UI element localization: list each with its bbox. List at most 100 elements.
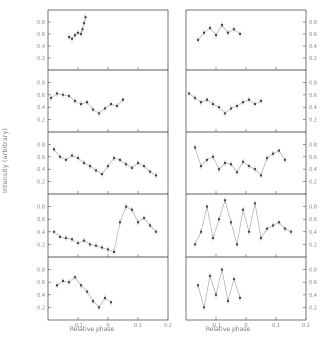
- data-point-left-4-12: [124, 205, 128, 208]
- data-point-left-4-2: [64, 236, 68, 240]
- y-tick-label-right-1-0: 0.8: [309, 20, 317, 26]
- y-tick-label-left-3-1: 0.6: [37, 155, 45, 161]
- data-point-left-4-5: [82, 239, 86, 242]
- data-point-left-2-7: [91, 108, 95, 111]
- data-point-left-4-3: [70, 238, 74, 241]
- y-tick-label-left-4-3: 0.2: [37, 242, 45, 248]
- x-tick-label-right-5-2: 0.1: [272, 323, 280, 329]
- y-tick-label-right-1-1: 0.6: [309, 32, 317, 38]
- data-point-right-4-6: [229, 221, 233, 224]
- data-point-left-5-2: [67, 281, 71, 284]
- data-point-left-4-16: [148, 224, 152, 227]
- y-tick-label-right-3-0: 0.8: [309, 142, 317, 148]
- data-point-left-2-6: [85, 101, 89, 104]
- x-tick-label-right-5-0: -0.1: [211, 323, 221, 329]
- data-point-left-2-4: [73, 99, 77, 103]
- data-point-left-4-1: [58, 235, 62, 239]
- data-point-right-3-3: [211, 155, 215, 158]
- data-point-left-4-0: [52, 230, 56, 233]
- y-tick-label-left-1-0: 0.8: [37, 20, 45, 26]
- data-point-left-3-8: [100, 172, 104, 176]
- x-tick-label-left-5-2: 0.1: [134, 323, 142, 329]
- y-tick-label-left-1-1: 0.6: [37, 32, 45, 38]
- data-point-left-4-13: [130, 208, 134, 211]
- y-tick-label-left-2-3: 0.2: [37, 118, 45, 124]
- data-point-right-4-13: [271, 224, 275, 227]
- data-point-left-3-5: [82, 161, 86, 165]
- data-point-right-3-12: [265, 156, 269, 160]
- data-point-right-2-6: [223, 112, 227, 115]
- y-tick-label-right-2-3: 0.2: [309, 118, 317, 124]
- data-point-right-3-8: [241, 160, 245, 163]
- y-tick-label-right-2-0: 0.8: [309, 80, 317, 86]
- data-point-left-5-6: [91, 299, 95, 303]
- data-point-right-3-11: [259, 174, 263, 177]
- data-point-left-2-3: [67, 94, 71, 98]
- data-point-left-3-17: [154, 174, 158, 177]
- y-tick-label-right-2-2: 0.4: [309, 105, 317, 111]
- data-point-right-3-7: [235, 171, 239, 174]
- panel-frame-left-1: [47, 9, 169, 71]
- data-point-right-4-15: [283, 227, 287, 230]
- data-point-right-3-14: [277, 149, 281, 152]
- data-point-right-3-0: [193, 146, 197, 149]
- data-point-right-4-3: [211, 236, 215, 240]
- data-point-right-1-2: [208, 26, 212, 30]
- y-tick-label-right-4-0: 0.8: [309, 205, 317, 211]
- data-point-left-4-17: [154, 230, 158, 233]
- y-tick-label-right-5-0: 0.8: [309, 268, 317, 274]
- x-tick-label-right-5-1: 0: [244, 323, 247, 329]
- y-tick-label-left-1-2: 0.4: [37, 44, 45, 50]
- data-point-left-4-11: [118, 221, 122, 224]
- data-point-left-4-8: [100, 246, 104, 249]
- data-point-right-4-7: [235, 243, 239, 246]
- data-point-left-3-6: [88, 164, 92, 168]
- data-point-left-5-5: [85, 290, 89, 293]
- series-line-left-1-0: [68, 17, 86, 40]
- series-line-left-3-0: [53, 149, 157, 176]
- data-point-right-5-3: [214, 293, 218, 296]
- data-point-left-2-5: [79, 102, 83, 106]
- data-point-right-5-4: [220, 268, 224, 271]
- data-point-left-3-1: [58, 155, 62, 158]
- data-point-left-4-7: [94, 244, 98, 247]
- data-point-right-3-15: [283, 158, 287, 162]
- data-point-left-1-1: [70, 37, 74, 40]
- data-point-right-2-7: [229, 107, 233, 110]
- y-tick-label-left-4-0: 0.8: [37, 205, 45, 211]
- panel-frame-right-4: [185, 193, 307, 258]
- data-point-left-2-1: [55, 92, 59, 95]
- data-point-left-4-14: [136, 221, 140, 224]
- data-point-right-2-9: [241, 101, 245, 104]
- series-line-right-5-0: [197, 269, 241, 308]
- data-point-left-1-2: [73, 34, 77, 37]
- data-point-left-3-9: [106, 164, 110, 168]
- data-point-right-1-3: [214, 34, 218, 37]
- data-point-right-4-2: [205, 205, 209, 208]
- data-point-right-3-2: [205, 158, 209, 162]
- data-point-left-2-10: [109, 102, 113, 106]
- data-point-left-4-9: [106, 248, 110, 251]
- x-tick-label-right-5-3: 0.2: [302, 323, 310, 329]
- data-point-right-1-6: [232, 28, 236, 31]
- data-point-left-2-12: [121, 98, 125, 101]
- series-line-right-3-0: [194, 147, 286, 176]
- data-point-left-3-7: [94, 169, 98, 172]
- data-point-right-3-1: [199, 164, 203, 168]
- x-tick-label-left-5-1: 0: [106, 323, 109, 329]
- data-point-right-2-1: [193, 96, 197, 100]
- y-tick-label-left-5-2: 0.4: [37, 293, 45, 299]
- y-tick-label-right-5-1: 0.6: [309, 280, 317, 286]
- data-point-right-3-13: [271, 152, 275, 155]
- data-point-right-4-4: [217, 218, 221, 221]
- y-tick-label-left-5-1: 0.6: [37, 280, 45, 286]
- data-point-left-3-14: [136, 161, 140, 165]
- data-point-right-5-1: [202, 306, 206, 309]
- data-point-right-2-8: [235, 104, 239, 108]
- data-point-left-3-13: [130, 166, 134, 170]
- data-point-right-4-10: [253, 202, 257, 205]
- data-point-left-5-9: [109, 301, 113, 304]
- y-tick-label-left-2-2: 0.4: [37, 105, 45, 111]
- y-tick-label-left-1-3: 0.2: [37, 56, 45, 62]
